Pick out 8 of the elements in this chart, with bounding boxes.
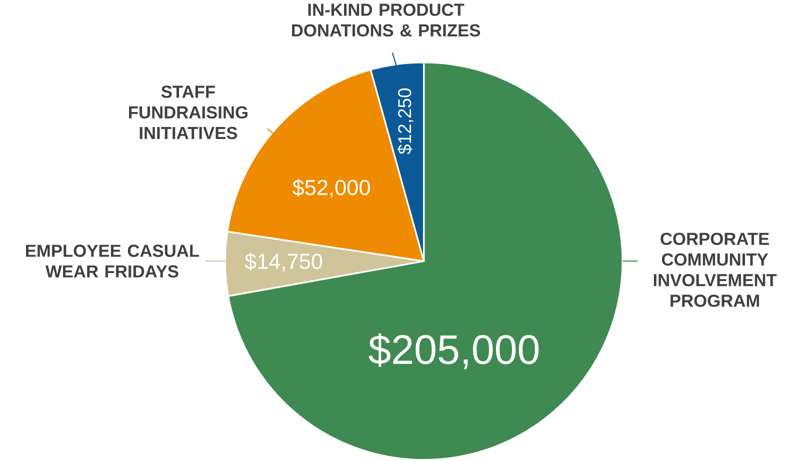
slice-label: EMPLOYEE CASUAL WEAR FRIDAYS bbox=[26, 244, 200, 278]
data-label: $205,000 bbox=[368, 334, 539, 370]
data-label: $12,250 bbox=[397, 88, 414, 154]
slice-label: IN-KIND PRODUCT DONATIONS & PRIZES bbox=[292, 4, 480, 37]
slice-label: CORPORATE COMMUNITY INVOLVEMENT PROGRAM bbox=[654, 232, 777, 308]
slice-label: STAFF FUNDRAISING INITIATIVES bbox=[129, 86, 248, 140]
data-label: $14,750 bbox=[244, 252, 322, 272]
data-label: $52,000 bbox=[292, 179, 370, 198]
